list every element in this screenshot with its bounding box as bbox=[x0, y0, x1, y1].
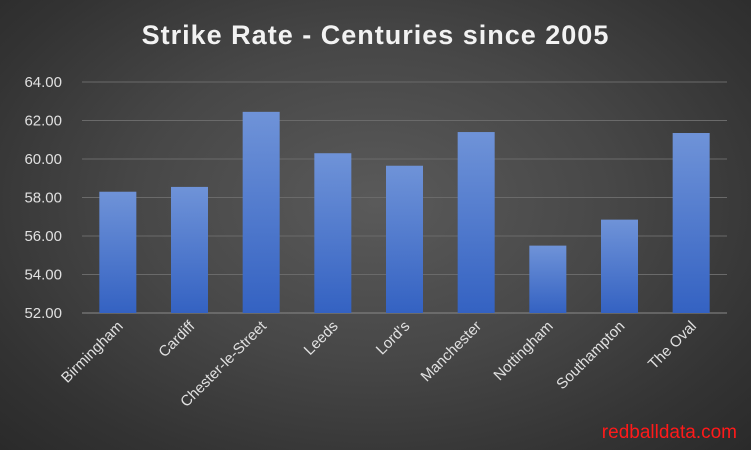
y-tick-label: 58.00 bbox=[24, 190, 62, 207]
y-tick-label: 56.00 bbox=[24, 228, 62, 245]
y-tick-label: 64.00 bbox=[24, 74, 62, 91]
bar-manchester bbox=[457, 132, 495, 313]
x-tick-label: Manchester bbox=[418, 318, 485, 385]
watermark-text: redballdata.com bbox=[601, 422, 737, 443]
y-tick-label: 52.00 bbox=[24, 305, 62, 322]
bar-nottingham bbox=[529, 245, 567, 313]
bar-lord-s bbox=[386, 165, 423, 313]
y-tick-label: 62.00 bbox=[24, 113, 62, 130]
x-tick-label: Southampton bbox=[553, 318, 628, 393]
x-tick-label: Lord's bbox=[373, 318, 414, 359]
chart-title: Strike Rate - Centuries since 2005 bbox=[141, 20, 610, 50]
x-tick-label: Leeds bbox=[301, 318, 342, 359]
x-tick-label: Nottingham bbox=[490, 318, 556, 384]
x-tick-label: The Oval bbox=[645, 318, 700, 373]
x-tick-label: Cardiff bbox=[155, 317, 199, 361]
bar-birmingham bbox=[99, 191, 137, 313]
bar-the-oval bbox=[672, 133, 710, 313]
bar-southampton bbox=[601, 219, 638, 313]
x-tick-label: Birmingham bbox=[58, 318, 127, 387]
y-tick-label: 54.00 bbox=[24, 267, 62, 284]
bar-cardiff bbox=[171, 186, 208, 313]
bar-chester-le-street bbox=[242, 111, 280, 314]
bar-leeds bbox=[314, 153, 352, 313]
y-tick-label: 60.00 bbox=[24, 151, 62, 168]
